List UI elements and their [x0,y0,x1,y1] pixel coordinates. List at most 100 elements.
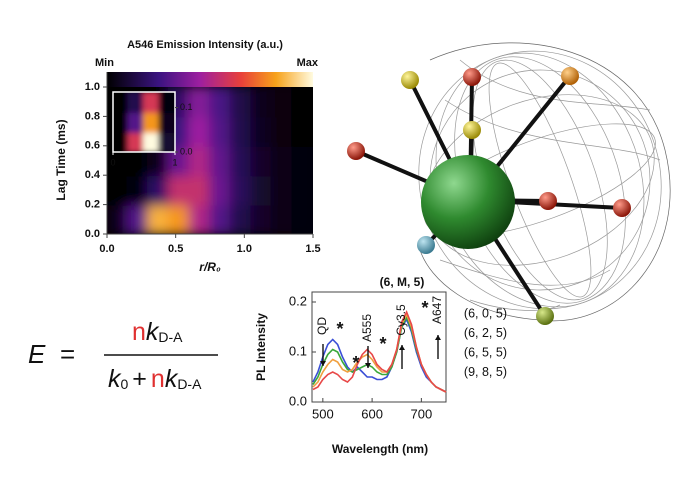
eq-sub: D-A [158,329,183,345]
x-tick-label: 1.5 [305,243,320,255]
heat-cell [229,144,253,177]
eq-equals: = [60,339,75,369]
inset [112,91,176,153]
line-title: (6, M, 5) [380,275,425,289]
heat-cell [209,144,232,177]
heat-cell [250,87,273,118]
annotation: QD [315,317,329,335]
heat-cell [188,87,211,118]
legend-entry: (6, 2, 5) [464,326,507,340]
annotation: Cy3.5 [394,304,408,336]
heat-cell [147,203,170,234]
eq-plus: + [132,365,147,393]
heat-cell [188,174,211,206]
colorbar [107,72,313,87]
colorbar-min: Min [95,57,114,69]
heat-cell [143,92,161,113]
x-tick-label: 0.5 [168,243,183,255]
eq-lhs: E [28,339,46,369]
eq-numerator: nkD-A [132,318,183,346]
heat-cell [209,115,232,147]
heat-cell [158,131,175,152]
y-axis-label: PL Intensity [254,313,268,381]
heat-cell [127,92,145,113]
heat-cell [250,174,273,206]
heat-cell [188,203,211,234]
equation: E = nkD-A k0 + nkD-A [28,318,218,393]
heat-cell [291,115,313,147]
heat-cell [113,92,130,113]
eq-denominator: k0 + nkD-A [108,365,202,393]
heat-cell [188,144,211,177]
heat-cell [147,174,170,206]
heat-cell [270,115,294,147]
x-tick-label: 0.0 [99,243,114,255]
heat-cell [229,115,253,147]
heat-cell [143,111,161,133]
inset-x-tick-label: 1 [172,157,177,167]
y-tick-label: 1.0 [85,81,100,93]
heat-cell [250,203,273,234]
peak-marker: * [352,353,359,373]
eq-n: n [151,365,165,393]
peak-marker: * [336,319,343,339]
heat-cell [127,111,145,133]
heat-cell [209,87,232,118]
x-tick-label: 500 [312,406,334,421]
eq-k: k [165,365,179,393]
heat-cell [107,203,129,234]
annotation: A555 [360,314,374,342]
arrow-head [365,363,371,368]
inset-y-tick-label: 0.1 [180,102,193,112]
arrow-head [320,361,326,366]
eq-k: k [108,365,122,393]
heat-cell [126,174,150,206]
heat-cell [270,87,294,118]
spectrum-line [312,310,447,393]
spheres [347,67,631,325]
heat-cell [127,131,145,152]
heat-cell [291,174,313,206]
heat-cell [229,87,253,118]
heat-cell [113,111,130,133]
heat-cell [167,203,191,234]
heat-cell [143,131,161,152]
heat-cell [229,174,253,206]
colorbar-max: Max [297,57,319,69]
heat-cell [167,174,191,206]
y-tick-label: 0.2 [85,199,100,211]
eq-sub: 0 [121,376,129,392]
heat-cell [188,115,211,147]
heat-cell [270,144,294,177]
x-axis-label: Wavelength (nm) [332,442,428,456]
heat-cell [158,111,175,133]
y-tick-label: 0.4 [85,169,101,181]
peak-marker: * [379,334,386,354]
y-tick-label: 0.0 [85,228,100,240]
heat-cell [270,203,294,234]
heat-cell [158,92,175,113]
heat-cell [291,144,313,177]
spectrum-line [312,315,447,393]
arrow-head [399,345,405,350]
y-tick-label: 0.8 [85,110,100,122]
heatmap-title: A546 Emission Intensity (a.u.) [127,39,283,51]
heat-cell [113,131,130,152]
heat-cell [291,87,313,118]
y-tick-label: 0.2 [289,293,307,308]
legend-entry: (6, 5, 5) [464,345,507,359]
heat-cell [209,203,232,234]
heat-cell [250,144,273,177]
y-axis-label: Lag Time (ms) [54,119,68,200]
eq-n: n [132,318,146,346]
plot-frame [311,291,447,403]
heat-cell [107,174,129,206]
spectrum-line [312,317,447,393]
annotation: A647 [430,296,444,324]
heat-cell [291,203,313,234]
y-tick-label: 0.6 [85,140,100,152]
x-tick-label: 700 [411,406,433,421]
heat-cell [250,115,273,147]
eq-sub: D-A [177,376,202,392]
heat-cell [270,174,294,206]
